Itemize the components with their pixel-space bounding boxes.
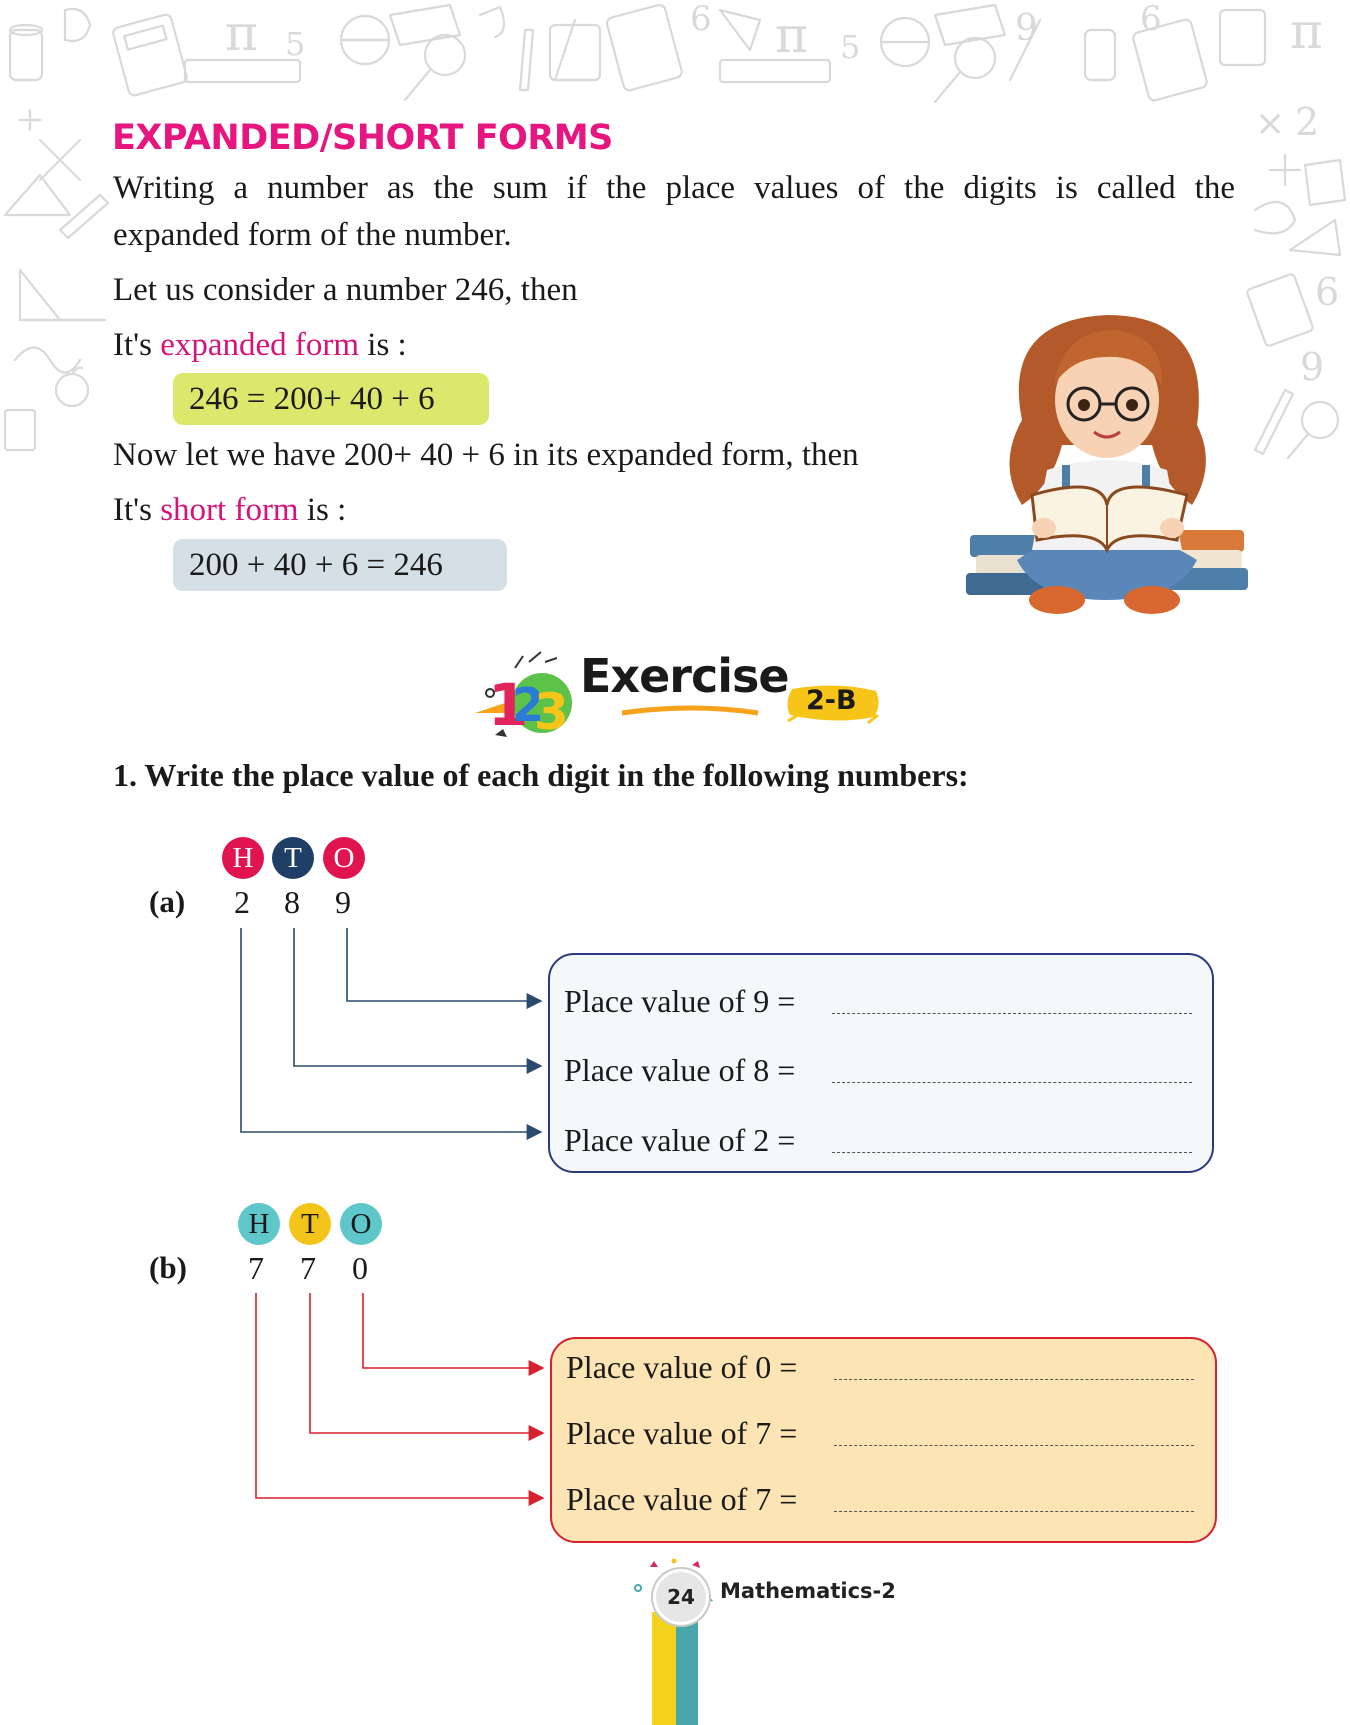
short-form-equation: 200 + 40 + 6 = 246 — [173, 539, 507, 591]
expanded-form-term: expanded form — [160, 327, 360, 363]
part-b-row-hundreds: Place value of 7 = — [566, 1481, 1206, 1531]
svg-text:6: 6 — [1140, 0, 1162, 39]
part-a-row-ones: Place value of 9 = — [564, 983, 1204, 1033]
part-a-digit-hundreds: 2 — [234, 884, 250, 920]
short-form-intro: It's short form is : — [113, 487, 1235, 534]
section-heading: EXPANDED/SHORT FORMS — [112, 118, 613, 158]
part-a-row-tens: Place value of 8 = — [564, 1052, 1204, 1102]
footer-bar-yellow — [652, 1612, 676, 1725]
answer-input-a-tens[interactable] — [832, 1054, 1196, 1084]
svg-text:π: π — [775, 6, 808, 64]
short-suffix: is : — [298, 492, 347, 528]
svg-text:9: 9 — [1015, 8, 1038, 49]
short-form-context: Now let we have 200+ 40 + 6 in its expan… — [113, 437, 859, 473]
part-a-ones-header: O — [323, 837, 365, 879]
part-b-digit-ones: 0 — [352, 1250, 368, 1286]
part-b-tens-header: T — [289, 1203, 331, 1245]
part-b-hundreds-header: H — [238, 1203, 280, 1245]
arrow-b-ones — [362, 1293, 545, 1376]
part-b-row-ones: Place value of 0 = — [566, 1349, 1206, 1399]
exercise-banner: 1 2 3 Exercise 2-B — [470, 643, 890, 753]
arrow-b-hundreds — [255, 1293, 545, 1506]
part-b-ones-header: O — [340, 1203, 382, 1245]
row-label: Place value of 2 = — [564, 1122, 796, 1158]
footer-confetti — [634, 1558, 713, 1602]
row-label: Place value of 7 = — [566, 1415, 798, 1451]
answer-blank — [832, 1054, 1196, 1084]
answer-blank — [832, 1124, 1196, 1154]
part-a-digit-ones: 9 — [335, 884, 351, 920]
svg-text:6: 6 — [690, 0, 712, 39]
arrow-a-ones — [346, 928, 543, 1009]
svg-text:1: 1 — [488, 671, 528, 739]
answer-input-b-tens[interactable] — [834, 1417, 1198, 1447]
arrow-a-tens — [293, 928, 543, 1074]
exercise-123-logo: 1 2 3 — [475, 651, 572, 741]
reading-girl-illustration — [966, 315, 1248, 614]
exercise-badge-brush — [787, 685, 879, 725]
svg-text:9: 9 — [1300, 345, 1324, 389]
exercise-badge: 2-B — [806, 685, 857, 716]
example-intro: Let us consider a number 246, then — [113, 272, 578, 308]
row-label: Place value of 9 = — [564, 983, 796, 1019]
part-a-digit-tens: 8 — [284, 884, 300, 920]
answer-input-a-hundreds[interactable] — [832, 1124, 1196, 1154]
answer-blank — [834, 1417, 1198, 1447]
svg-text:5: 5 — [840, 28, 860, 66]
row-label: Place value of 8 = — [564, 1052, 796, 1088]
svg-text:×: × — [1255, 103, 1285, 144]
book-title: Mathematics-2 — [720, 1579, 896, 1603]
row-label: Place value of 0 = — [566, 1349, 798, 1385]
definition-line-2: expanded form of the number. — [113, 217, 512, 253]
part-a-tens-header: T — [272, 837, 314, 879]
svg-text:π: π — [1290, 2, 1323, 60]
answer-blank — [832, 985, 1196, 1015]
definition-line-1: Writing a number as the sum if the place… — [113, 170, 1235, 206]
part-b-digit-hundreds: 7 — [248, 1250, 264, 1286]
expanded-suffix: is : — [359, 327, 407, 363]
answer-blank — [834, 1351, 1198, 1381]
part-a-answer-box: Place value of 9 = Place value of 8 = Pl… — [548, 953, 1214, 1173]
answer-input-b-ones[interactable] — [834, 1351, 1198, 1381]
question-1: 1. Write the place value of each digit i… — [113, 757, 969, 793]
expanded-form-intro: It's expanded form is : — [113, 322, 1235, 369]
expanded-form-equation: 246 = 200+ 40 + 6 — [173, 373, 489, 425]
short-prefix: It's — [113, 492, 161, 528]
answer-input-a-ones[interactable] — [832, 985, 1196, 1015]
arrow-b-tens — [309, 1293, 545, 1441]
footer-color-bars — [652, 1612, 698, 1725]
short-form-term: short form — [160, 492, 299, 528]
svg-text:2: 2 — [512, 678, 544, 732]
part-b-row-tens: Place value of 7 = — [566, 1415, 1206, 1465]
part-a-hundreds-header: H — [222, 837, 264, 879]
part-b-label: (b) — [149, 1250, 187, 1285]
exercise-title-underline — [621, 705, 759, 716]
exercise-title: Exercise — [580, 649, 790, 703]
row-label: Place value of 7 = — [566, 1481, 798, 1517]
part-a-label: (a) — [149, 884, 186, 919]
svg-text:6: 6 — [1315, 270, 1339, 314]
expanded-prefix: It's — [113, 327, 161, 363]
page-number: 24 — [653, 1569, 709, 1625]
part-a-row-hundreds: Place value of 2 = — [564, 1122, 1204, 1172]
part-b-answer-box: Place value of 0 = Place value of 7 = Pl… — [550, 1337, 1217, 1543]
svg-text:5: 5 — [285, 25, 305, 63]
svg-text:2: 2 — [1295, 100, 1319, 144]
answer-blank — [834, 1483, 1198, 1513]
answer-input-b-hundreds[interactable] — [834, 1483, 1198, 1513]
arrow-a-hundreds — [240, 928, 543, 1140]
svg-text:π: π — [225, 4, 258, 62]
footer-bar-teal — [676, 1612, 698, 1725]
part-b-digit-tens: 7 — [300, 1250, 316, 1286]
svg-text:3: 3 — [534, 683, 569, 741]
